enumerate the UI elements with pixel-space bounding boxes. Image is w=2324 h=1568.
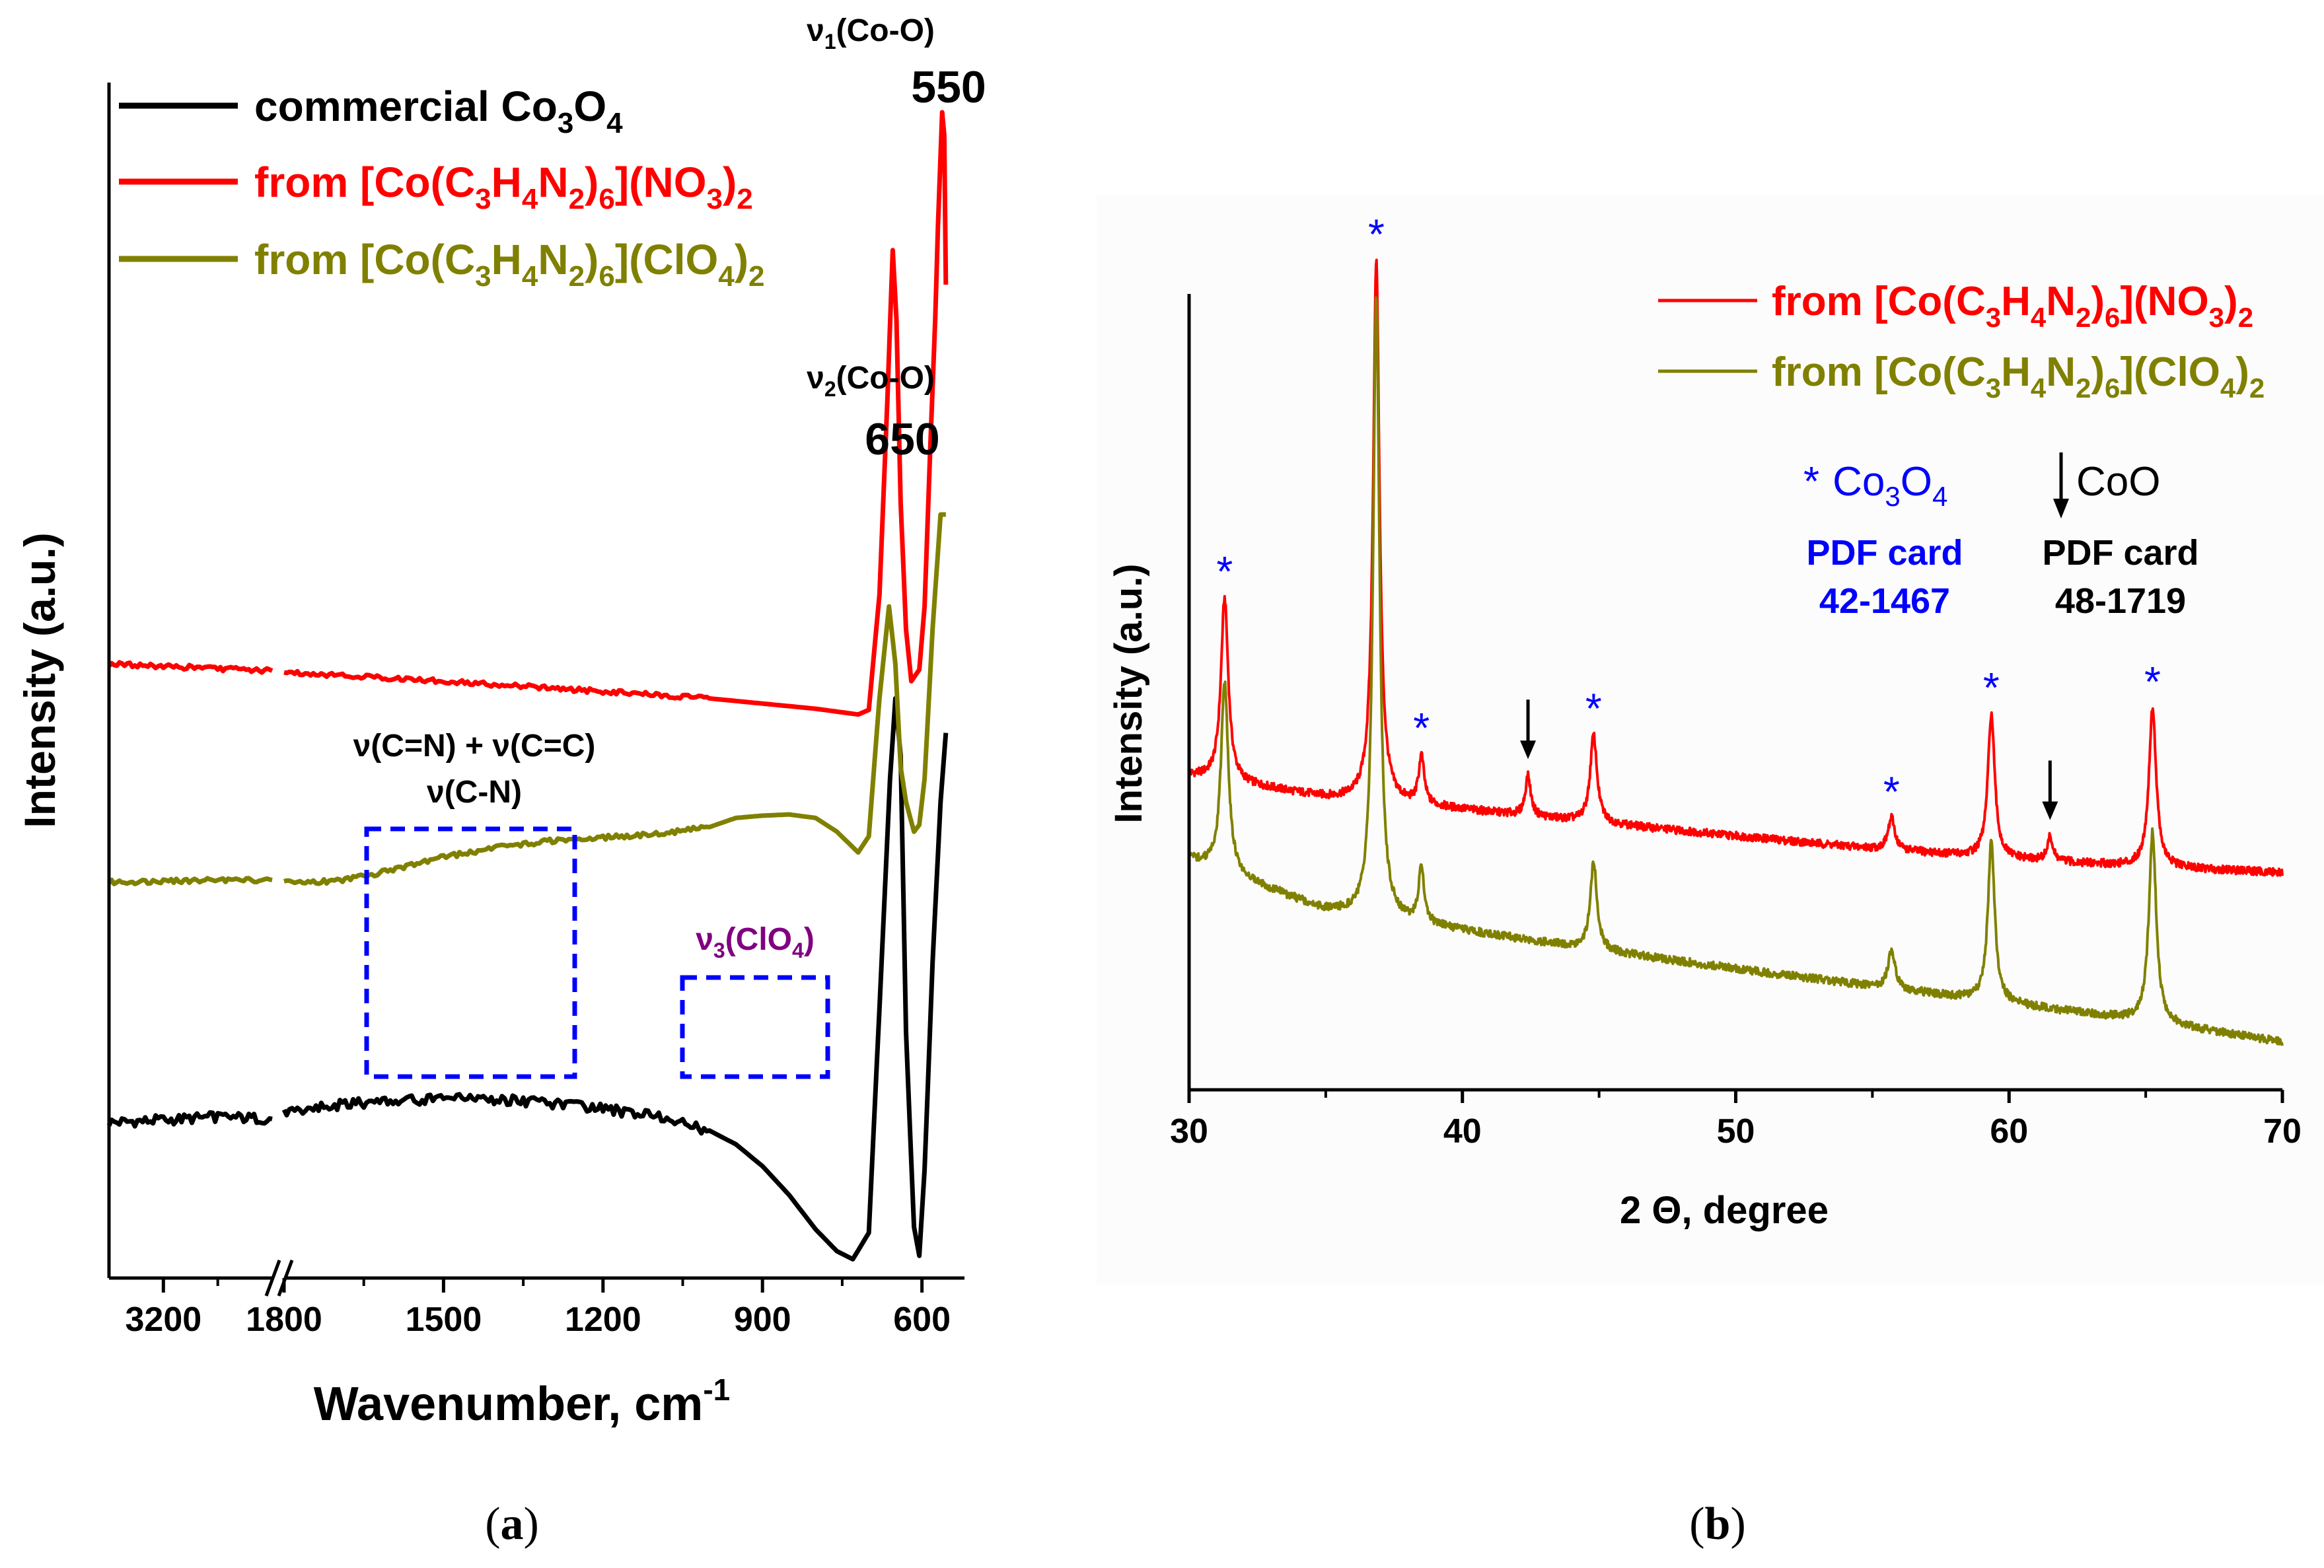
- ir-spectrum-panel: 3200 1800 1500 1200 900 600 Intensity (a.u.) …: [15, 13, 986, 1550]
- xrd-pattern-panel: * * * * * * * 30 40 50 60 70 Intensity (a.u.) 2 Θ,…: [1097, 195, 2324, 1550]
- legend-label: from [Co(C3H4N2)6](ClO4)2: [1772, 349, 2265, 404]
- clo4-region-dashed-box: [680, 975, 830, 1079]
- panel-label-a: (a): [485, 1499, 539, 1550]
- legend-label: from [Co(C3H4N2)6](ClO4)2: [254, 236, 765, 293]
- co3o4-peak-marker: *: [1413, 704, 1430, 752]
- annotation-550: 550: [911, 62, 986, 112]
- x-tick-label: 70: [2263, 1112, 2302, 1151]
- co3o4-key-label: * Co3O4: [1803, 459, 1947, 512]
- x-tick-label: 1500: [406, 1301, 482, 1339]
- co3o4-peak-marker: *: [1585, 684, 1602, 732]
- x-tick-label: 50: [1717, 1112, 1755, 1151]
- legend-label: commercial Co3O4: [254, 83, 623, 139]
- series-line-clo4: [1188, 296, 2284, 1046]
- annotation-cn-line1: ν(C=N) + ν(C=C): [353, 729, 596, 764]
- coo-pdf-card-label: PDF card: [2042, 533, 2198, 573]
- x-tick-label: 600: [893, 1301, 951, 1339]
- legend: commercial Co3O4 from [Co(C3H4N2)6](NO3)…: [119, 83, 765, 293]
- co3o4-peak-marker: *: [2144, 658, 2161, 705]
- series-line-commercial-low: [281, 695, 949, 1262]
- series-line-no3-high: [107, 660, 273, 675]
- annotation-650: 650: [865, 414, 939, 464]
- x-ticks: [1187, 1090, 2284, 1103]
- coo-key-label: CoO: [2076, 459, 2160, 505]
- legend-label: from [Co(C3H4N2)6](NO3)2: [1772, 279, 2253, 333]
- annotation-v3-clo4: ν3(ClO4): [696, 922, 815, 962]
- x-tick-label: 1800: [246, 1301, 322, 1339]
- annotation-cn-line2: ν(C-N): [427, 775, 522, 810]
- y-axis-label: Intensity (a.u.): [1107, 563, 1150, 823]
- legend-label: from [Co(C3H4N2)6](NO3)2: [254, 159, 753, 215]
- series-line-no3-low: [283, 110, 949, 717]
- co3o4-pdf-card-number: 42-1467: [1819, 581, 1950, 621]
- legend: from [Co(C3H4N2)6](NO3)2 from [Co(C3H4N2…: [1658, 279, 2265, 404]
- co3o4-peak-marker: *: [1983, 664, 2000, 711]
- series-line-commercial-high: [106, 1110, 273, 1129]
- annotation-v2-co-o: ν2(Co-O): [807, 361, 935, 401]
- annotation-v1-co-o: ν1(Co-O): [807, 13, 935, 53]
- x-ticks: [161, 1278, 924, 1293]
- panel-label-b: (b): [1689, 1499, 1746, 1550]
- x-axis-label: Wavenumber, cm-1: [314, 1372, 730, 1431]
- x-tick-label: 30: [1170, 1112, 1208, 1151]
- xrd-plot-background: [1097, 195, 2324, 1285]
- series-line-clo4-low: [283, 512, 946, 886]
- coo-peak-arrow-icon: [2042, 760, 2058, 820]
- x-tick-label: 60: [1990, 1112, 2028, 1151]
- arrow-down-icon: [2053, 452, 2069, 518]
- x-tick-label: 3200: [125, 1301, 201, 1339]
- x-axis-label: 2 Θ, degree: [1620, 1189, 1829, 1232]
- x-tick-label: 1200: [565, 1301, 641, 1339]
- co3o4-peak-marker: *: [1368, 210, 1385, 258]
- coo-peak-arrow-icon: [1520, 699, 1537, 760]
- axis-break-mark: [264, 1260, 294, 1297]
- x-tick-label: 900: [734, 1301, 791, 1339]
- cn-region-dashed-box: [364, 826, 577, 1079]
- co3o4-peak-marker: *: [1883, 767, 1900, 815]
- series-line-clo4-high: [107, 876, 273, 886]
- reference-key: * Co3O4 PDF card 42-1467 CoO PDF card 48-…: [1803, 452, 2199, 621]
- coo-pdf-card-number: 48-1719: [2055, 581, 2186, 621]
- y-axis-label: Intensity (a.u.): [15, 532, 64, 828]
- x-tick-label: 40: [1443, 1112, 1482, 1151]
- co3o4-pdf-card-label: PDF card: [1806, 533, 1963, 573]
- co3o4-peak-marker: *: [1216, 548, 1233, 595]
